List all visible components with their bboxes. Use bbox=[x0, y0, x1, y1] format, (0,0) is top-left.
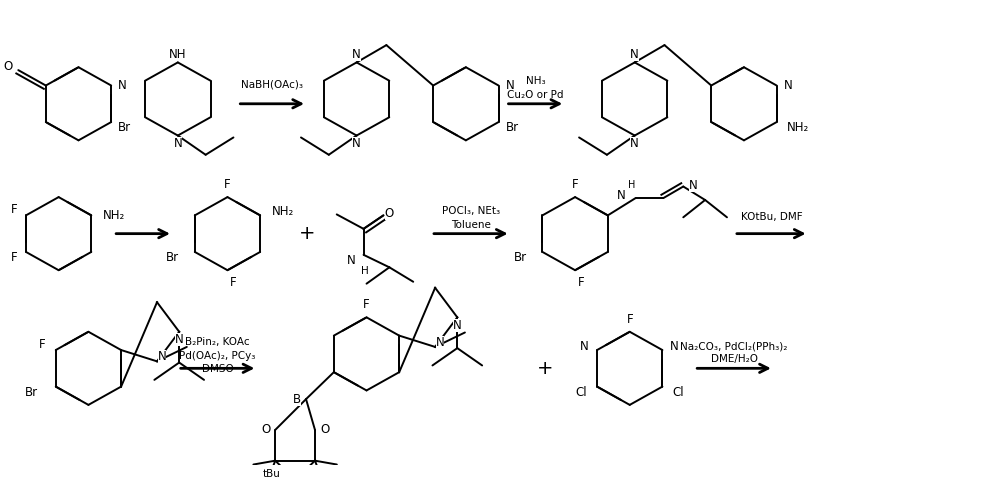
Text: NaBH(OAc)₃: NaBH(OAc)₃ bbox=[241, 79, 303, 89]
Text: tBu: tBu bbox=[262, 469, 280, 479]
Text: N: N bbox=[617, 189, 626, 202]
Text: N: N bbox=[173, 137, 182, 150]
Text: NH₃: NH₃ bbox=[526, 76, 545, 86]
Text: N: N bbox=[689, 179, 698, 192]
Text: Cl: Cl bbox=[575, 386, 587, 399]
Text: Br: Br bbox=[166, 251, 179, 264]
Text: N: N bbox=[352, 48, 361, 61]
Text: N: N bbox=[175, 333, 184, 346]
Text: Br: Br bbox=[118, 121, 131, 134]
Text: F: F bbox=[572, 178, 578, 191]
Text: DMSO: DMSO bbox=[202, 364, 233, 374]
Text: N: N bbox=[347, 254, 356, 267]
Text: N: N bbox=[436, 336, 444, 348]
Text: N: N bbox=[453, 319, 462, 332]
Text: Toluene: Toluene bbox=[451, 220, 491, 230]
Text: F: F bbox=[224, 178, 231, 191]
Text: O: O bbox=[320, 423, 329, 436]
Text: POCl₃, NEt₃: POCl₃, NEt₃ bbox=[442, 206, 500, 216]
Text: H: H bbox=[361, 266, 368, 276]
Text: F: F bbox=[626, 313, 633, 326]
Text: O: O bbox=[4, 60, 13, 73]
Text: N: N bbox=[352, 137, 361, 150]
Text: F: F bbox=[11, 203, 17, 216]
Text: N: N bbox=[118, 79, 127, 92]
Text: N: N bbox=[630, 48, 639, 61]
Text: Cu₂O or Pd: Cu₂O or Pd bbox=[507, 90, 564, 100]
Text: Na₂CO₃, PdCl₂(PPh₃)₂: Na₂CO₃, PdCl₂(PPh₃)₂ bbox=[680, 341, 788, 351]
Text: +: + bbox=[299, 224, 315, 243]
Text: F: F bbox=[39, 338, 45, 351]
Text: B: B bbox=[293, 393, 301, 406]
Text: DME/H₂O: DME/H₂O bbox=[711, 354, 758, 364]
Text: Br: Br bbox=[505, 121, 519, 134]
Text: N: N bbox=[505, 79, 514, 92]
Text: F: F bbox=[578, 276, 584, 289]
Text: NH₂: NH₂ bbox=[103, 209, 125, 222]
Text: +: + bbox=[537, 359, 554, 378]
Text: KOtBu, DMF: KOtBu, DMF bbox=[741, 212, 803, 222]
Text: F: F bbox=[230, 276, 237, 289]
Text: N: N bbox=[670, 340, 679, 353]
Text: Br: Br bbox=[513, 251, 527, 264]
Text: N: N bbox=[630, 137, 639, 150]
Text: NH₂: NH₂ bbox=[787, 121, 809, 134]
Text: H: H bbox=[628, 180, 635, 191]
Text: F: F bbox=[363, 299, 370, 312]
Text: N: N bbox=[784, 79, 792, 92]
Text: F: F bbox=[11, 251, 17, 264]
Text: Cl: Cl bbox=[672, 386, 684, 399]
Text: B₂Pin₂, KOAc: B₂Pin₂, KOAc bbox=[185, 337, 250, 347]
Text: O: O bbox=[385, 207, 394, 220]
Text: Pd(OAc)₂, PCy₃: Pd(OAc)₂, PCy₃ bbox=[179, 350, 256, 360]
Text: O: O bbox=[261, 423, 270, 436]
Text: Br: Br bbox=[25, 386, 38, 399]
Text: NH: NH bbox=[169, 48, 187, 61]
Text: NH₂: NH₂ bbox=[272, 205, 294, 218]
Text: N: N bbox=[158, 350, 166, 363]
Text: N: N bbox=[580, 340, 589, 353]
